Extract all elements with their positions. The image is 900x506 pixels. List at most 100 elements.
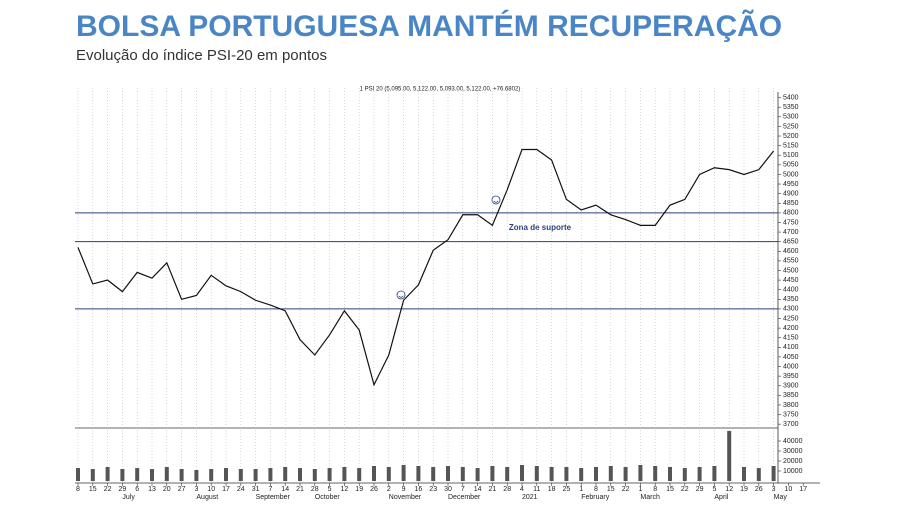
y2-tick-label: 10000 xyxy=(783,468,803,475)
month-label: July xyxy=(122,494,135,501)
volume-bar xyxy=(594,467,598,481)
x-tick-label: 16 xyxy=(415,486,423,493)
volume-bar xyxy=(431,467,436,481)
volume-bar xyxy=(76,468,80,481)
x-tick-label: 18 xyxy=(548,486,556,493)
y-tick-label: 5050 xyxy=(783,162,799,169)
volume-bar xyxy=(623,467,628,481)
x-tick-label: 8 xyxy=(76,486,80,493)
y-tick-label: 5300 xyxy=(783,114,799,121)
x-tick-label: 5 xyxy=(328,486,332,493)
chart-subtitle: Evolução do índice PSI-20 em pontos xyxy=(76,47,327,64)
y-tick-label: 4500 xyxy=(783,267,799,274)
x-tick-label: 1 xyxy=(638,486,642,493)
x-tick-label: 22 xyxy=(622,486,630,493)
x-tick-label: 29 xyxy=(696,486,704,493)
y-tick-label: 5250 xyxy=(783,123,799,130)
y-tick-label: 4900 xyxy=(783,190,799,197)
y2-tick-label: 40000 xyxy=(783,438,803,445)
y-tick-label: 4350 xyxy=(783,296,799,303)
x-tick-label: 12 xyxy=(341,486,349,493)
volume-bar xyxy=(327,468,332,481)
x-tick-label: 23 xyxy=(429,486,437,493)
x-tick-label: 3 xyxy=(772,486,776,493)
volume-bar xyxy=(253,469,258,481)
x-tick-label: 21 xyxy=(296,486,304,493)
smiley xyxy=(396,195,501,300)
x-tick-label: 31 xyxy=(252,486,260,493)
y-tick-label: 4150 xyxy=(783,335,799,342)
month-label: September xyxy=(256,494,291,501)
volume-bar xyxy=(298,468,302,481)
volume-bar xyxy=(105,467,110,481)
volume-bar xyxy=(164,467,169,481)
y-tick-label: 4250 xyxy=(783,315,799,322)
x-tick-label: 15 xyxy=(666,486,674,493)
volume-bar xyxy=(475,468,480,481)
y-tick-label: 4050 xyxy=(783,354,799,361)
y-tick-label: 4850 xyxy=(783,200,799,207)
volume-bar xyxy=(771,466,776,481)
x-tick-label: 22 xyxy=(681,486,689,493)
chart-title: BOLSA PORTUGUESA MANTÉM RECUPERAÇÃO xyxy=(76,9,782,43)
month-label: 2021 xyxy=(522,494,538,501)
y-tick-label: 3950 xyxy=(783,373,799,380)
x-tick-label: 15 xyxy=(89,486,97,493)
x-tick-label: 28 xyxy=(311,486,319,493)
volume-bar xyxy=(608,466,613,481)
x-tick-label: 3 xyxy=(194,486,198,493)
x-tick-label: 29 xyxy=(119,486,127,493)
y2-tick-label: 20000 xyxy=(783,458,803,465)
volume-bar xyxy=(372,466,376,481)
x-tick-label: 27 xyxy=(178,486,186,493)
volume-bar xyxy=(401,465,406,481)
x-tick-label: 19 xyxy=(740,486,748,493)
volume-bar xyxy=(460,467,465,481)
x-tick-label: 4 xyxy=(520,486,524,493)
volume-bar xyxy=(549,467,554,481)
y-tick-label: 5200 xyxy=(783,133,799,140)
x-tick-label: 10 xyxy=(207,486,215,493)
y-tick-label: 3700 xyxy=(783,421,799,428)
volume-bar xyxy=(742,467,746,481)
x-tick-label: 8 xyxy=(653,486,657,493)
x-tick-label: 13 xyxy=(148,486,156,493)
volume-bar xyxy=(564,467,569,481)
volume-bar xyxy=(416,466,421,481)
volume-bar xyxy=(150,469,154,481)
x-tick-label: 14 xyxy=(281,486,289,493)
month-label: February xyxy=(581,494,610,501)
y-tick-label: 4550 xyxy=(783,258,799,265)
volume-bar xyxy=(357,468,362,481)
volume-bar xyxy=(179,469,184,481)
month-label: December xyxy=(448,494,481,501)
y-tick-label: 4000 xyxy=(783,363,799,370)
x-tick-label: 9 xyxy=(402,486,406,493)
x-tick-label: 10 xyxy=(785,486,793,493)
x-tick-label: 7 xyxy=(268,486,272,493)
x-tick-label: 26 xyxy=(370,486,378,493)
volume-bar xyxy=(135,468,140,481)
x-tick-label: 30 xyxy=(444,486,452,493)
volume-bar xyxy=(194,470,199,481)
x-tick-label: 15 xyxy=(607,486,615,493)
volume-bar xyxy=(386,467,391,481)
y-tick-label: 4750 xyxy=(783,219,799,226)
y-tick-label: 3850 xyxy=(783,392,799,399)
x-tick-label: 20 xyxy=(163,486,171,493)
chart-header: 1 PSI 20 (5,095.00, 5,122.00, 5,093.00, … xyxy=(360,87,521,93)
x-tick-label: 1 xyxy=(579,486,583,493)
y-tick-label: 3900 xyxy=(783,383,799,390)
x-tick-label: 8 xyxy=(594,486,598,493)
volume-bar xyxy=(682,468,687,481)
x-tick-label: 12 xyxy=(725,486,733,493)
annotation: Zona de suporte xyxy=(509,223,572,232)
x-tick-label: 28 xyxy=(503,486,511,493)
volume-bar xyxy=(668,467,672,481)
month-label: October xyxy=(315,494,341,501)
month-label: August xyxy=(196,494,218,501)
x-tick-label: 25 xyxy=(563,486,571,493)
y-tick-label: 4650 xyxy=(783,239,799,246)
x-tick-label: 21 xyxy=(489,486,497,493)
